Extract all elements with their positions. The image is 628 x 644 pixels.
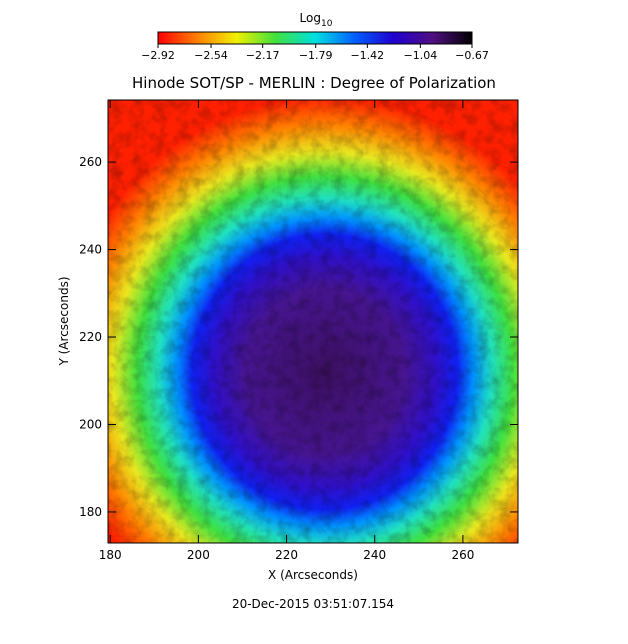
y-tick-label: 260: [79, 155, 102, 169]
x-tick-label: 260: [451, 548, 474, 562]
colorbar-tick-label: −0.67: [455, 49, 489, 62]
y-tick-label: 240: [79, 243, 102, 257]
chart-title: Hinode SOT/SP - MERLIN : Degree of Polar…: [132, 74, 496, 92]
y-axis-label: Y (Arcseconds): [57, 276, 71, 366]
colorbar-tick-label: −1.04: [404, 49, 438, 62]
x-axis-label: X (Arcseconds): [268, 568, 358, 582]
y-tick-label: 220: [79, 330, 102, 344]
colorbar: [157, 31, 473, 45]
colorbar-tick-label: −2.17: [246, 49, 280, 62]
x-tick-label: 200: [187, 548, 210, 562]
y-tick-label: 200: [79, 417, 102, 431]
plot-image: [108, 100, 518, 543]
y-tick-label: 180: [79, 505, 102, 519]
colorbar-tick-label: −1.79: [299, 49, 333, 62]
colorbar-label: Log10: [300, 11, 333, 29]
colorbar-tick-label: −2.92: [141, 49, 175, 62]
x-tick-label: 240: [363, 548, 386, 562]
timestamp: 20-Dec-2015 03:51:07.154: [232, 597, 394, 611]
plot-frame: [107, 99, 519, 544]
x-tick-label: 220: [275, 548, 298, 562]
x-tick-label: 180: [99, 548, 122, 562]
colorbar-tick-label: −1.42: [350, 49, 384, 62]
colorbar-tick-label: −2.54: [194, 49, 228, 62]
